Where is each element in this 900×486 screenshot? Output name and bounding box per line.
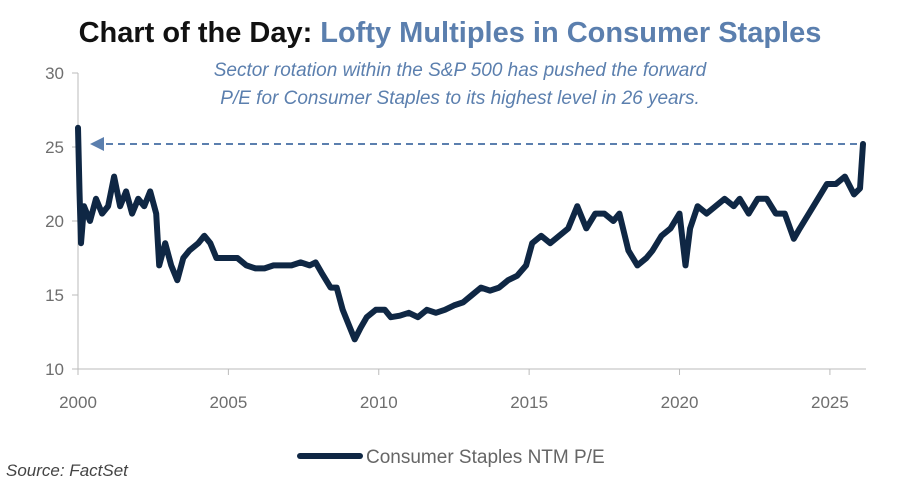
annotation: Sector rotation within the S&P 500 has p… xyxy=(214,60,708,81)
source: Source: FactSet xyxy=(6,461,129,480)
chart-title: Chart of the Day: Lofty Multiples in Cons… xyxy=(79,17,822,49)
y-tick-label: 10 xyxy=(45,360,64,379)
x-tick-label: 2020 xyxy=(661,393,699,412)
x-tick-label: 2015 xyxy=(510,393,548,412)
annotation-arrowhead xyxy=(90,137,104,152)
title-highlight: Lofty Multiples in Consumer Staples xyxy=(320,17,821,49)
annotation: P/E for Consumer Staples to its highest … xyxy=(220,88,699,109)
y-tick-label: 30 xyxy=(45,64,64,83)
y-tick-label: 20 xyxy=(45,212,64,231)
y-tick-label: 15 xyxy=(45,286,64,305)
x-tick-label: 2025 xyxy=(811,393,849,412)
title-prefix: Chart of the Day: xyxy=(79,17,313,49)
series-line xyxy=(75,124,866,343)
y-tick-label: 25 xyxy=(45,138,64,157)
x-tick-label: 2010 xyxy=(360,393,398,412)
legend-label: Consumer Staples NTM P/E xyxy=(366,447,605,468)
x-tick-label: 2000 xyxy=(59,393,97,412)
x-tick-label: 2005 xyxy=(209,393,247,412)
